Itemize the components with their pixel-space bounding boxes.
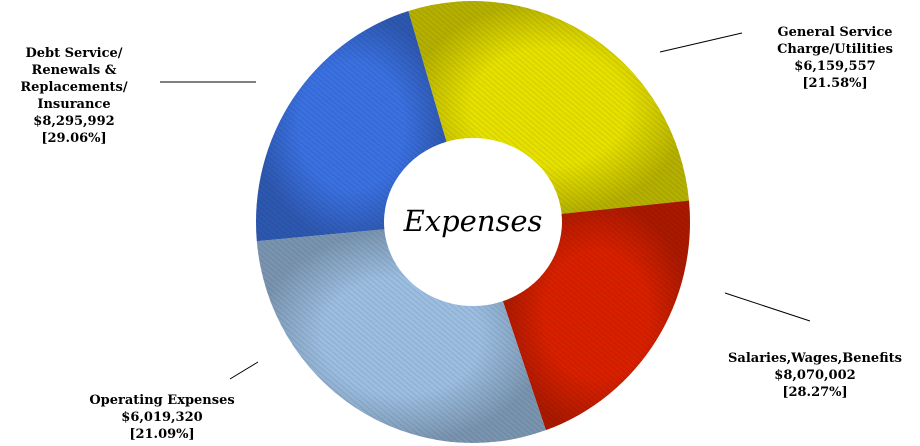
- slice-label-salaries: Salaries,Wages,Benefits $8,070,002 [28.2…: [715, 350, 915, 401]
- leader-line-salaries: [724, 292, 811, 322]
- slice-amount: $8,070,002: [774, 368, 856, 383]
- slice-amount: $6,019,320: [121, 410, 203, 425]
- slice-amount: $6,159,557: [794, 59, 876, 74]
- slices-group: [256, 1, 690, 444]
- slice-label-line: Debt Service/: [25, 46, 123, 61]
- leader-line-general-service: [659, 32, 743, 53]
- slice-label-operating: Operating Expenses $6,019,320 [21.09%]: [62, 392, 262, 443]
- slice-debt-service-hatch: [256, 229, 546, 444]
- slice-label-debt-service: Debt Service/ Renewals & Replacements/ I…: [4, 45, 144, 147]
- slice-operating-hatch: [502, 200, 690, 431]
- leader-line-operating: [229, 361, 259, 380]
- slice-label-line: Operating Expenses: [89, 393, 235, 408]
- slice-label-line: Charge/Utilities: [777, 42, 893, 57]
- slice-amount: $8,295,992: [33, 114, 115, 129]
- leader-lines-group: [160, 32, 811, 380]
- chart-title: Expenses: [403, 204, 543, 238]
- slice-percent: [21.09%]: [129, 427, 195, 442]
- slice-salaries-hatch: [408, 1, 689, 214]
- slice-label-line: Salaries,Wages,Benefits: [728, 351, 902, 366]
- slice-general-service-hatch: [256, 11, 447, 242]
- slice-percent: [21.58%]: [802, 76, 868, 91]
- slice-percent: [29.06%]: [41, 131, 107, 146]
- slice-label-line: Renewals &: [31, 63, 117, 78]
- slice-label-line: Replacements/: [20, 80, 128, 95]
- slice-label-line: General Service: [777, 25, 893, 40]
- slice-label-line: Insurance: [37, 97, 111, 112]
- slice-percent: [28.27%]: [782, 385, 848, 400]
- slice-label-general-service: General Service Charge/Utilities $6,159,…: [760, 24, 910, 92]
